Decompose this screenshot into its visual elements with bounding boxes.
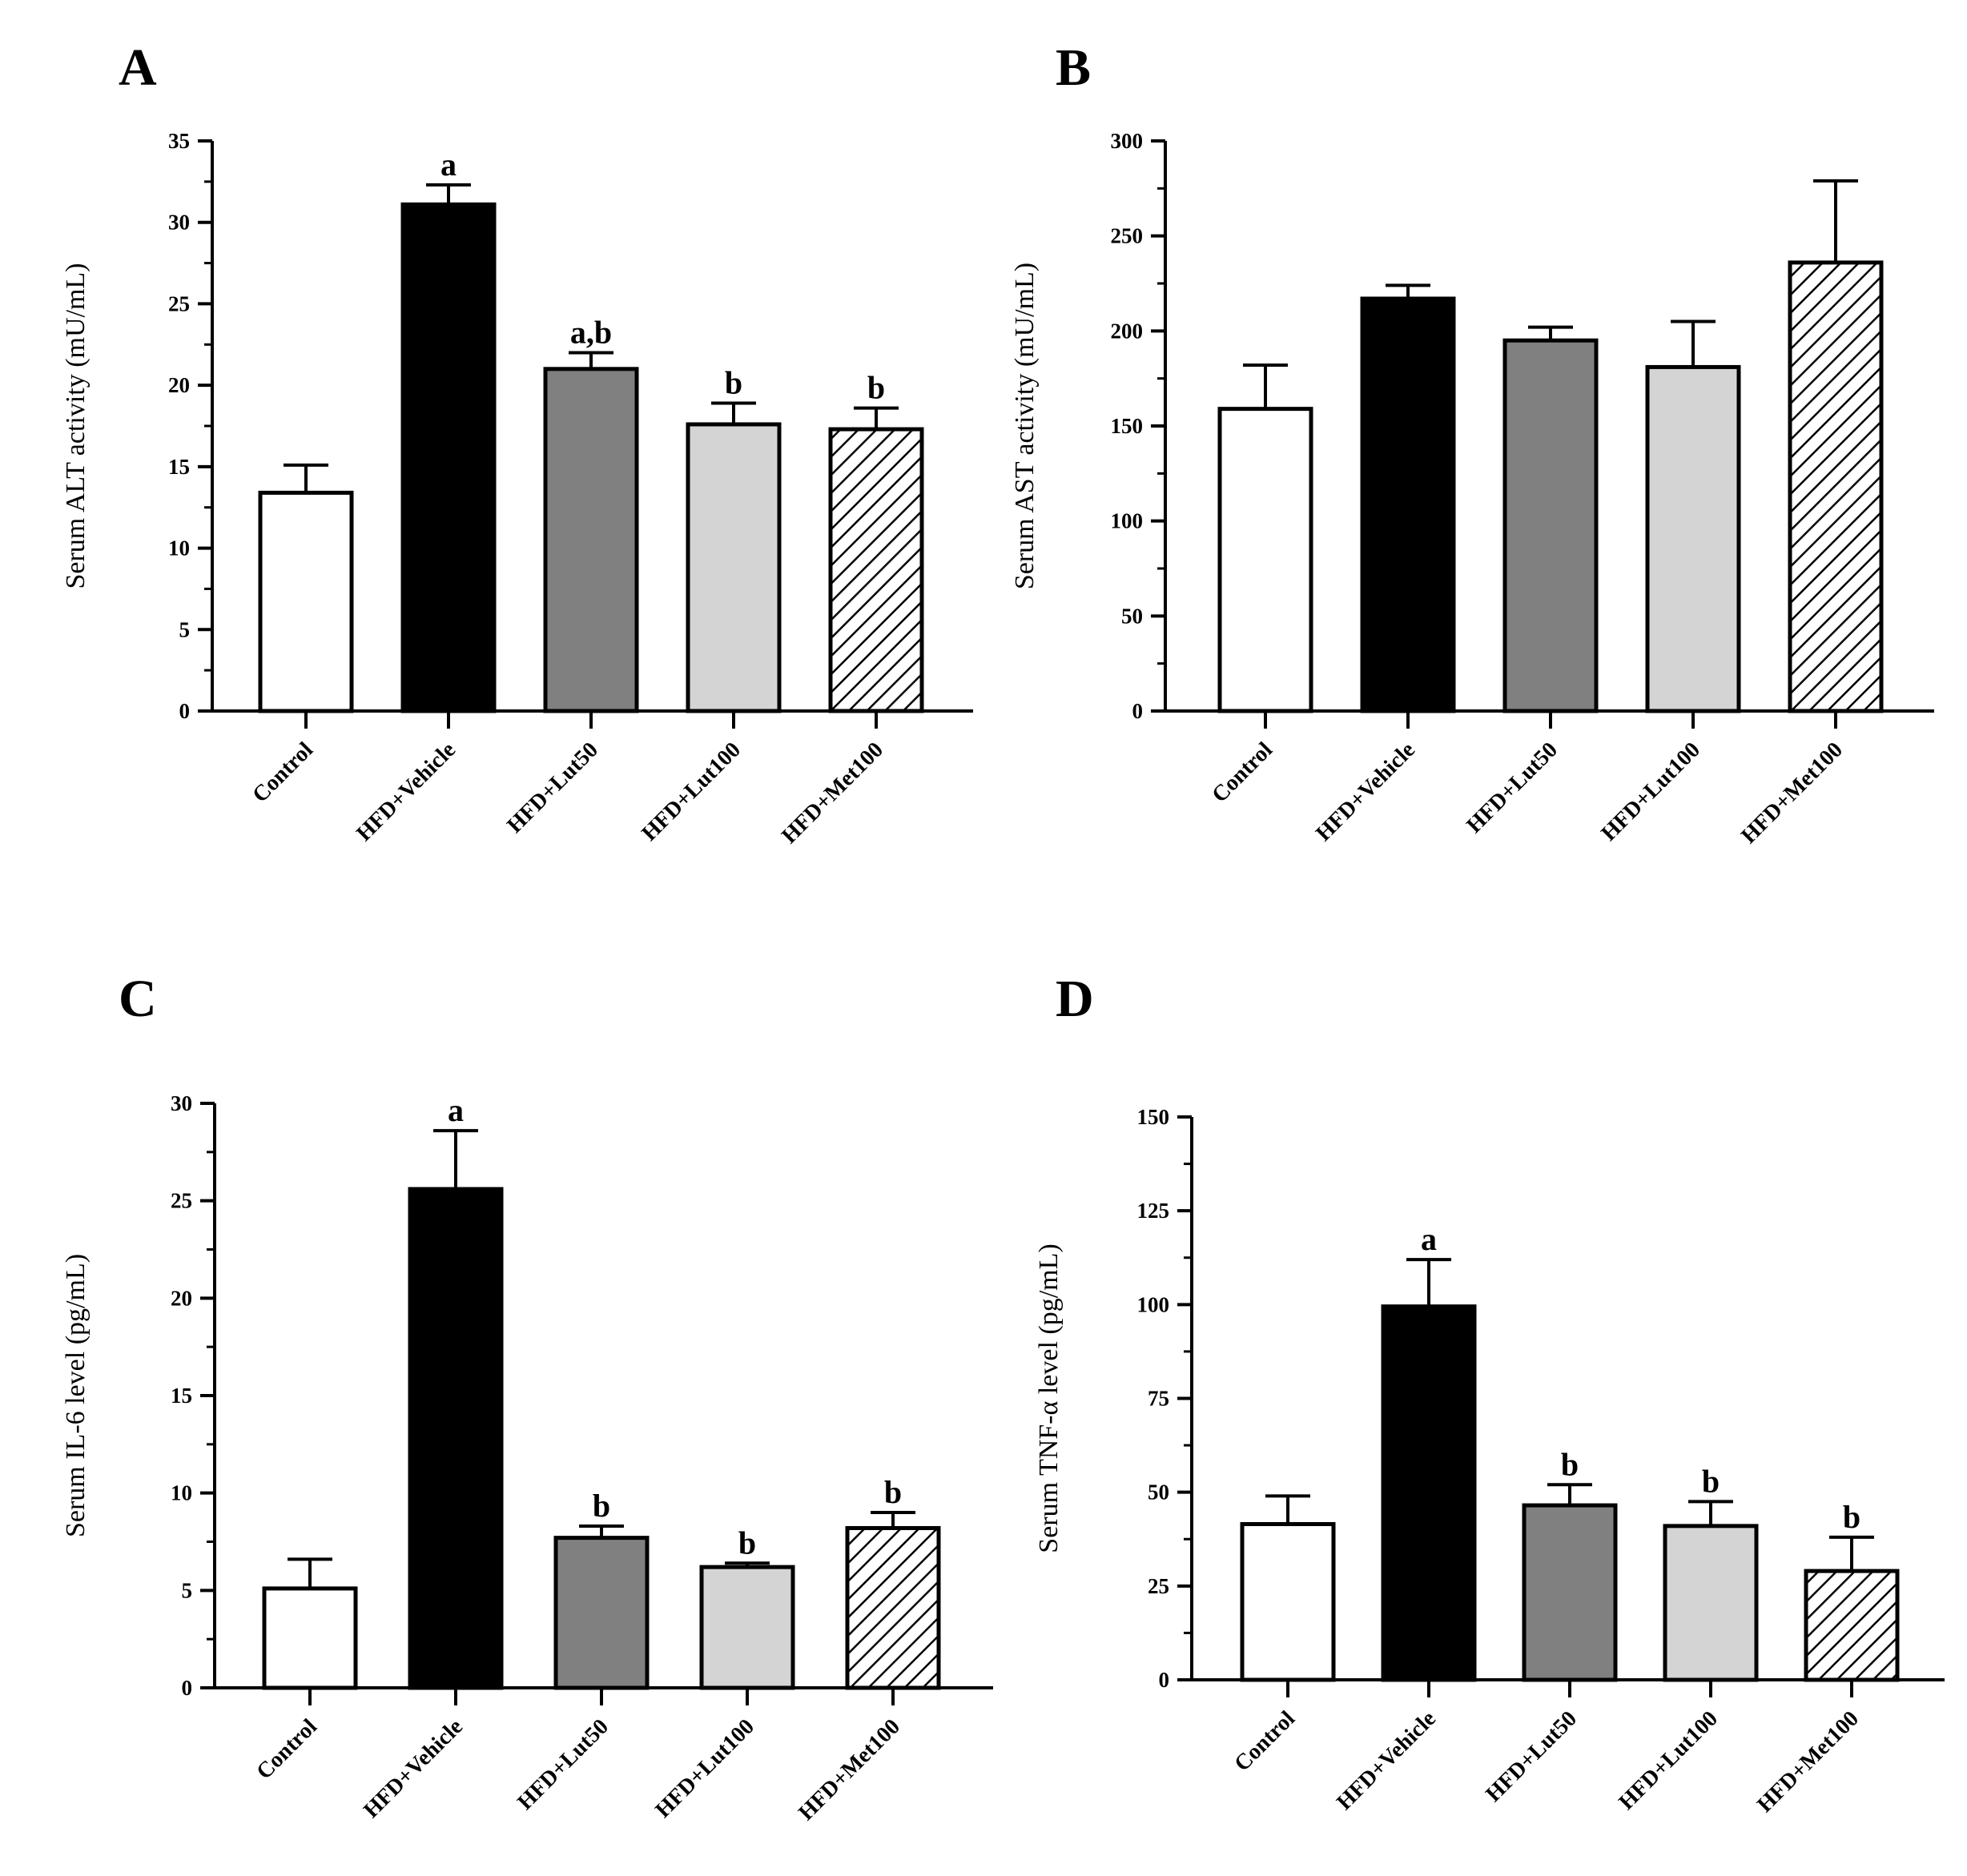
y-tick-label-a: 5 xyxy=(179,617,191,641)
y-tick-label-d: 75 xyxy=(1148,1387,1169,1411)
x-category-label-a: HFD+Lut100 xyxy=(637,737,746,846)
bar-d-5 xyxy=(1804,1569,1900,1682)
panel-letter-a: A xyxy=(119,38,157,97)
y-tick-label-b: 250 xyxy=(1111,224,1144,248)
x-category-label-b: HFD+Vehicle xyxy=(1311,737,1420,846)
chart-panel-a: Serum ALT activity (mU/mL) 0 5 10 15 20 25 30 35… xyxy=(61,129,973,849)
bar-d-4 xyxy=(1663,1524,1759,1682)
y-tick-label-d: 0 xyxy=(1159,1668,1170,1692)
y-tick-label-c: 15 xyxy=(171,1384,192,1408)
bar-a-5 xyxy=(828,427,924,713)
bar-d-3 xyxy=(1522,1503,1618,1682)
y-tick-label-d: 125 xyxy=(1137,1199,1170,1223)
y-tick-label-a: 25 xyxy=(168,291,190,315)
bar-c-5 xyxy=(845,1525,941,1690)
x-category-label-a: HFD+Lut50 xyxy=(502,737,603,838)
y-tick-label-d: 25 xyxy=(1148,1574,1169,1598)
y-tick-label-b: 200 xyxy=(1111,319,1144,343)
bar-a-3 xyxy=(543,367,639,713)
bar-d-2 xyxy=(1381,1304,1477,1682)
y-axis-title-d: Serum TNF-α level (pg/mL) xyxy=(1034,1243,1064,1553)
y-tick-label-d: 150 xyxy=(1137,1105,1170,1129)
y-tick-label-c: 30 xyxy=(171,1091,192,1115)
chart-panel-c: Serum IL-6 level (pg/mL) 0 5 10 15 20 25 30 Cont… xyxy=(61,1091,993,1826)
y-tick-label-c: 5 xyxy=(182,1578,193,1602)
significance-label-d: b xyxy=(1702,1463,1720,1499)
y-tick-label-b: 100 xyxy=(1111,509,1144,533)
x-category-label-c: Control xyxy=(251,1714,322,1785)
x-category-label-d: HFD+Lut100 xyxy=(1614,1706,1723,1815)
y-axis-title-c: Serum IL-6 level (pg/mL) xyxy=(61,1254,91,1537)
significance-label-c: b xyxy=(593,1488,610,1524)
panel-letter-d: D xyxy=(1056,970,1094,1028)
y-tick-label-b: 150 xyxy=(1111,414,1144,438)
y-tick-label-a: 35 xyxy=(168,129,190,153)
y-tick-label-c: 20 xyxy=(171,1286,192,1310)
bar-b-2 xyxy=(1360,296,1456,713)
x-category-label-c: HFD+Lut100 xyxy=(650,1714,759,1823)
x-category-label-c: HFD+Vehicle xyxy=(359,1714,468,1823)
x-category-label-a: HFD+Met100 xyxy=(777,737,888,849)
bar-a-4 xyxy=(686,422,782,713)
x-category-label-d: HFD+Lut50 xyxy=(1481,1706,1582,1807)
x-category-label-a: Control xyxy=(247,737,318,808)
chart-panel-b: Serum AST activity (mU/mL) 0 50 100 150 200 25… xyxy=(1010,129,1934,849)
bar-a-1 xyxy=(258,490,354,713)
panel-letter-c: C xyxy=(119,970,157,1028)
significance-label-d: a xyxy=(1421,1221,1437,1257)
y-tick-label-c: 0 xyxy=(182,1676,193,1700)
chart-panel-d: Serum TNF-α level (pg/mL) 0 25 50 75 100 125 15… xyxy=(1034,1105,1945,1818)
y-tick-label-c: 25 xyxy=(171,1189,192,1213)
significance-label-c: b xyxy=(738,1525,756,1561)
x-category-label-c: HFD+Lut50 xyxy=(513,1714,613,1815)
x-category-label-b: Control xyxy=(1207,737,1277,808)
bar-c-4 xyxy=(699,1565,795,1690)
bar-a-2 xyxy=(400,202,497,713)
x-category-label-d: HFD+Vehicle xyxy=(1332,1706,1441,1815)
y-tick-label-a: 0 xyxy=(179,699,191,723)
y-axis-title-b: Serum AST activity (mU/mL) xyxy=(1010,263,1040,589)
y-tick-label-b: 300 xyxy=(1111,129,1144,153)
x-category-label-d: HFD+Met100 xyxy=(1752,1706,1864,1818)
bar-b-5 xyxy=(1788,260,1884,713)
y-tick-label-d: 100 xyxy=(1137,1292,1170,1316)
significance-label-d: b xyxy=(1561,1446,1579,1482)
significance-label-a: b xyxy=(725,365,742,401)
significance-label-c: b xyxy=(884,1474,902,1510)
y-tick-label-a: 15 xyxy=(168,455,190,479)
x-category-label-b: HFD+Lut100 xyxy=(1596,737,1705,846)
significance-label-a: a xyxy=(440,147,457,183)
bar-d-1 xyxy=(1240,1522,1336,1682)
y-tick-label-b: 0 xyxy=(1132,699,1144,723)
x-category-label-b: HFD+Lut50 xyxy=(1462,737,1563,838)
significance-label-a: b xyxy=(867,370,885,406)
y-tick-label-d: 50 xyxy=(1148,1480,1169,1504)
y-tick-label-a: 20 xyxy=(168,373,190,397)
y-tick-label-a: 10 xyxy=(168,536,190,560)
bar-b-4 xyxy=(1645,364,1741,713)
x-category-label-d: Control xyxy=(1229,1706,1300,1777)
bar-b-3 xyxy=(1502,338,1599,713)
significance-label-a: a,b xyxy=(570,314,612,350)
x-category-label-c: HFD+Met100 xyxy=(794,1714,905,1826)
significance-label-d: b xyxy=(1843,1499,1860,1535)
bar-c-1 xyxy=(262,1586,358,1690)
x-category-label-a: HFD+Vehicle xyxy=(352,737,461,846)
bar-c-2 xyxy=(408,1187,504,1690)
significance-label-c: a xyxy=(448,1092,464,1128)
y-tick-label-a: 30 xyxy=(168,211,190,235)
bar-c-3 xyxy=(553,1536,650,1690)
panel-letter-b: B xyxy=(1056,38,1092,97)
y-tick-label-c: 10 xyxy=(171,1481,192,1505)
bar-b-1 xyxy=(1217,407,1313,713)
y-tick-label-b: 50 xyxy=(1121,604,1143,628)
y-axis-title-a: Serum ALT activity (mU/mL) xyxy=(61,263,91,589)
x-category-label-b: HFD+Met100 xyxy=(1736,737,1848,849)
